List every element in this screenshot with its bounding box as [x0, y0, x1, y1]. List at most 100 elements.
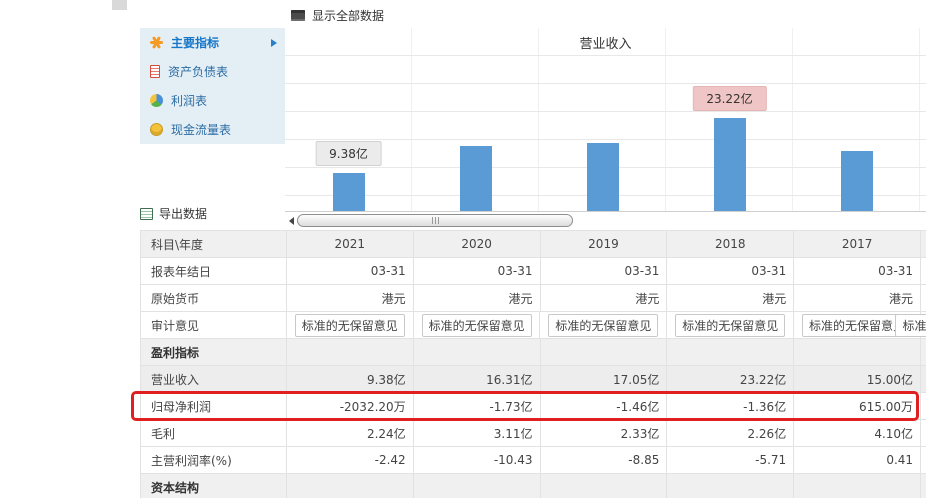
- row-label: 归母净利润: [151, 399, 212, 414]
- sidebar-item-main-indicators[interactable]: 主要指标: [140, 28, 285, 57]
- cell-value: 2.26亿: [666, 420, 793, 446]
- cell-value: 03-31: [539, 258, 667, 284]
- cell-value: -10.43: [412, 447, 540, 473]
- audit-opinion-badge: 标准的无保留意见: [802, 313, 913, 337]
- table-row-operating-margin[interactable]: 主营利润率(%) -2.42 -10.43 -8.85 -5.71 0.41: [141, 447, 926, 474]
- cell-value: 3.11亿: [412, 420, 540, 446]
- header-subject-year: 科目\年度: [151, 237, 204, 252]
- cell-value: 23.22亿: [666, 366, 793, 392]
- cell-value-partial: [920, 447, 926, 473]
- row-label: 营业收入: [151, 372, 200, 387]
- cell-empty: [920, 339, 926, 365]
- cell-value: -2.42: [285, 447, 413, 473]
- revenue-bar-2017[interactable]: [840, 151, 873, 211]
- chart-tooltip-2021: 9.38亿: [315, 141, 382, 167]
- report-nav-sidebar: 主要指标 资产负债表 利润表 现金流量表: [140, 28, 285, 144]
- triangle-left-icon: [288, 216, 294, 225]
- cell-value-partial: [920, 285, 926, 311]
- cell-value: 03-31: [793, 258, 920, 284]
- cell-value: -5.71: [666, 447, 793, 473]
- scrollbar-thumb[interactable]: [297, 214, 573, 227]
- revenue-bar-2020[interactable]: [459, 146, 492, 211]
- table-row-gross-profit[interactable]: 毛利 2.24亿 3.11亿 2.33亿 2.26亿 4.10亿: [141, 420, 926, 447]
- header-year-2020[interactable]: 2020: [412, 231, 540, 257]
- header-year-2021[interactable]: 2021: [285, 231, 413, 257]
- revenue-bar-2019[interactable]: [586, 143, 619, 211]
- export-data-button[interactable]: 导出数据: [140, 205, 207, 222]
- sidebar-item-label: 现金流量表: [171, 123, 232, 137]
- chart-horizontal-scrollbar: [285, 213, 926, 228]
- table-row-audit-opinion[interactable]: 审计意见 标准的无保留意见 标准的无保留意见 标准的无保留意见 标准的无保留意见…: [141, 312, 926, 339]
- cell-empty: [539, 339, 667, 365]
- header-year-2018[interactable]: 2018: [666, 231, 793, 257]
- header-year-2019[interactable]: 2019: [539, 231, 667, 257]
- cell-value: 9.38亿: [285, 366, 413, 392]
- cell-value: 港元: [793, 285, 920, 311]
- header-year-partial: [920, 231, 926, 257]
- table-row-operating-revenue[interactable]: 营业收入 9.38亿 16.31亿 17.05亿 23.22亿 15.00亿: [141, 366, 926, 393]
- cell-value: 03-31: [285, 258, 413, 284]
- show-all-data-button[interactable]: 显示全部数据: [291, 7, 384, 24]
- table-row-fiscal-year-end[interactable]: 报表年结日 03-31 03-31 03-31 03-31 03-31: [141, 258, 926, 285]
- cell-value: -1.46亿: [539, 393, 667, 419]
- cell-empty: [666, 339, 793, 365]
- scroll-left-button[interactable]: [285, 213, 297, 228]
- cell-value: -1.73亿: [412, 393, 540, 419]
- cell-value: 4.10亿: [793, 420, 920, 446]
- cell-empty: [920, 474, 926, 498]
- section-label: 盈利指标: [151, 345, 200, 360]
- income-statement-icon: [150, 94, 163, 107]
- cell-empty: [412, 339, 540, 365]
- cell-value: 港元: [666, 285, 793, 311]
- audit-opinion-badge: 标准的无保留意见: [548, 313, 659, 337]
- audit-opinion-badge-partial: 标准的无保留意见: [895, 313, 926, 337]
- audit-opinion-badge: 标准的无保留意见: [421, 313, 532, 337]
- table-header-row: 科目\年度 2021 2020 2019 2018 2017: [141, 231, 926, 258]
- cell-value: 港元: [285, 285, 413, 311]
- table-row-net-profit-attributable[interactable]: 归母净利润 -2032.20万 -1.73亿 -1.46亿 -1.36亿 615…: [141, 393, 926, 420]
- audit-opinion-badge: 标准的无保留意见: [675, 313, 786, 337]
- cell-empty: [285, 474, 413, 498]
- revenue-bar-2021[interactable]: [332, 173, 365, 211]
- header-year-2017[interactable]: 2017: [793, 231, 920, 257]
- chevron-right-icon: [271, 38, 277, 47]
- cell-empty: [666, 474, 793, 498]
- chart-tooltip-2018: 23.22亿: [692, 86, 767, 112]
- cell-value: -8.85: [539, 447, 667, 473]
- sidebar-item-balance-sheet[interactable]: 资产负债表: [140, 57, 285, 86]
- cell-empty: [412, 474, 540, 498]
- cell-value: -2032.20万: [285, 393, 413, 419]
- sidebar-item-income-statement[interactable]: 利润表: [140, 86, 285, 115]
- cell-value: 03-31: [412, 258, 540, 284]
- audit-opinion-badge: 标准的无保留意见: [294, 313, 405, 337]
- row-label: 毛利: [151, 426, 176, 441]
- sidebar-item-cash-flow[interactable]: 现金流量表: [140, 115, 285, 144]
- table-row-original-currency[interactable]: 原始货币 港元 港元 港元 港元 港元: [141, 285, 926, 312]
- row-label: 主营利润率(%): [151, 453, 232, 468]
- cell-empty: [539, 474, 667, 498]
- sidebar-item-label: 资产负债表: [168, 65, 229, 79]
- cell-value-partial: [920, 258, 926, 284]
- table-section-profitability: 盈利指标: [141, 339, 926, 366]
- sidebar-item-label: 利润表: [171, 94, 208, 108]
- table-section-capital-structure: 资本结构: [141, 474, 926, 498]
- row-label: 报表年结日: [151, 264, 212, 279]
- cell-value: 港元: [539, 285, 667, 311]
- show-all-data-label: 显示全部数据: [312, 9, 385, 23]
- cell-value: 2.33亿: [539, 420, 667, 446]
- revenue-bar-2018[interactable]: [713, 118, 746, 211]
- cell-value: 03-31: [666, 258, 793, 284]
- main-indicators-icon: [150, 36, 163, 49]
- cell-value: -1.36亿: [666, 393, 793, 419]
- cell-value: 615.00万: [793, 393, 920, 419]
- cell-empty: [793, 339, 920, 365]
- cell-value-partial: [920, 393, 926, 419]
- section-label: 资本结构: [151, 480, 200, 495]
- export-data-label: 导出数据: [159, 207, 208, 221]
- cell-value: 16.31亿: [412, 366, 540, 392]
- cell-value: 2.24亿: [285, 420, 413, 446]
- vertical-divider: [112, 0, 127, 10]
- cell-empty: [793, 474, 920, 498]
- cell-value: 15.00亿: [793, 366, 920, 392]
